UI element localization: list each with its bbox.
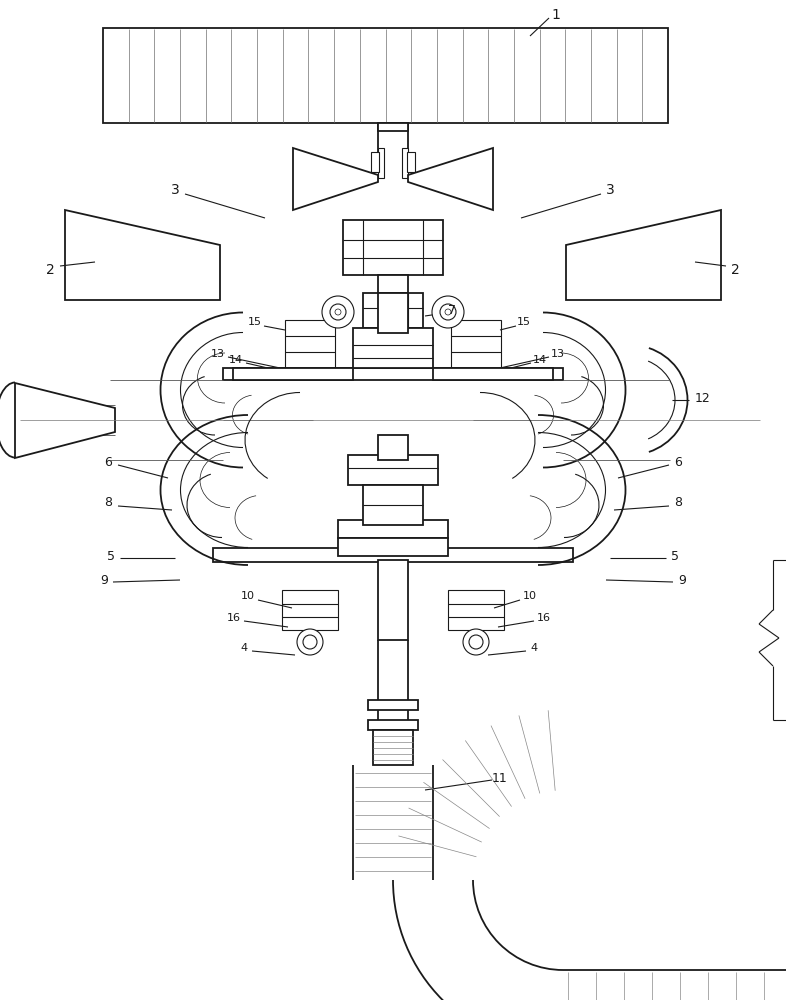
Polygon shape (408, 148, 493, 210)
Text: 2: 2 (731, 263, 740, 277)
Bar (378, 123, 408, 131)
Bar (402, 148, 408, 178)
Bar (233, 368, 353, 380)
Bar (363, 485, 423, 525)
Circle shape (297, 629, 323, 655)
Bar (348, 455, 438, 485)
Circle shape (322, 296, 354, 328)
Text: 11: 11 (492, 772, 508, 784)
Bar (353, 328, 433, 368)
Bar (282, 590, 338, 630)
Circle shape (303, 635, 317, 649)
Bar (368, 720, 418, 730)
Bar (343, 220, 443, 275)
Text: 16: 16 (537, 613, 551, 623)
Bar (371, 152, 379, 172)
Text: 6: 6 (674, 456, 682, 468)
Text: 2: 2 (46, 263, 55, 277)
Circle shape (469, 635, 483, 649)
Circle shape (445, 309, 451, 315)
Bar (338, 520, 448, 538)
Circle shape (463, 629, 489, 655)
Text: 13: 13 (551, 349, 565, 359)
Bar (223, 368, 563, 380)
Text: 14: 14 (229, 355, 243, 365)
Text: 9: 9 (100, 574, 108, 586)
Text: 4: 4 (531, 643, 538, 653)
Text: 16: 16 (227, 613, 241, 623)
Polygon shape (566, 210, 721, 300)
Polygon shape (293, 148, 378, 210)
Text: 1: 1 (552, 8, 560, 22)
Bar (368, 700, 418, 710)
Text: 8: 8 (104, 496, 112, 510)
Text: 10: 10 (523, 591, 537, 601)
Text: 6: 6 (104, 456, 112, 468)
Bar (378, 148, 384, 178)
Text: 8: 8 (674, 496, 682, 510)
Bar (378, 560, 408, 640)
Text: 12: 12 (695, 391, 711, 404)
Text: 10: 10 (241, 591, 255, 601)
Bar (407, 152, 415, 172)
Text: 3: 3 (171, 183, 180, 197)
Bar (103, 28, 668, 123)
Bar (451, 320, 501, 368)
Bar (213, 548, 573, 562)
Bar (448, 590, 504, 630)
Bar (373, 730, 413, 765)
Text: 15: 15 (248, 317, 262, 327)
Text: 5: 5 (671, 550, 679, 562)
Bar (433, 368, 553, 380)
Circle shape (440, 304, 456, 320)
Text: 7: 7 (448, 304, 456, 316)
Text: 13: 13 (211, 349, 225, 359)
Text: 5: 5 (107, 550, 115, 562)
Bar (378, 435, 408, 460)
Text: 9: 9 (678, 574, 686, 586)
Circle shape (330, 304, 346, 320)
Text: 3: 3 (606, 183, 615, 197)
Bar (378, 275, 408, 293)
Bar (363, 293, 423, 328)
Polygon shape (15, 383, 115, 458)
Bar (378, 293, 408, 328)
Text: 15: 15 (517, 317, 531, 327)
Polygon shape (65, 210, 220, 300)
Text: 4: 4 (241, 643, 248, 653)
Bar (378, 293, 408, 333)
Bar (338, 538, 448, 556)
Circle shape (335, 309, 341, 315)
Circle shape (432, 296, 464, 328)
Bar (285, 320, 335, 368)
Text: 14: 14 (533, 355, 547, 365)
